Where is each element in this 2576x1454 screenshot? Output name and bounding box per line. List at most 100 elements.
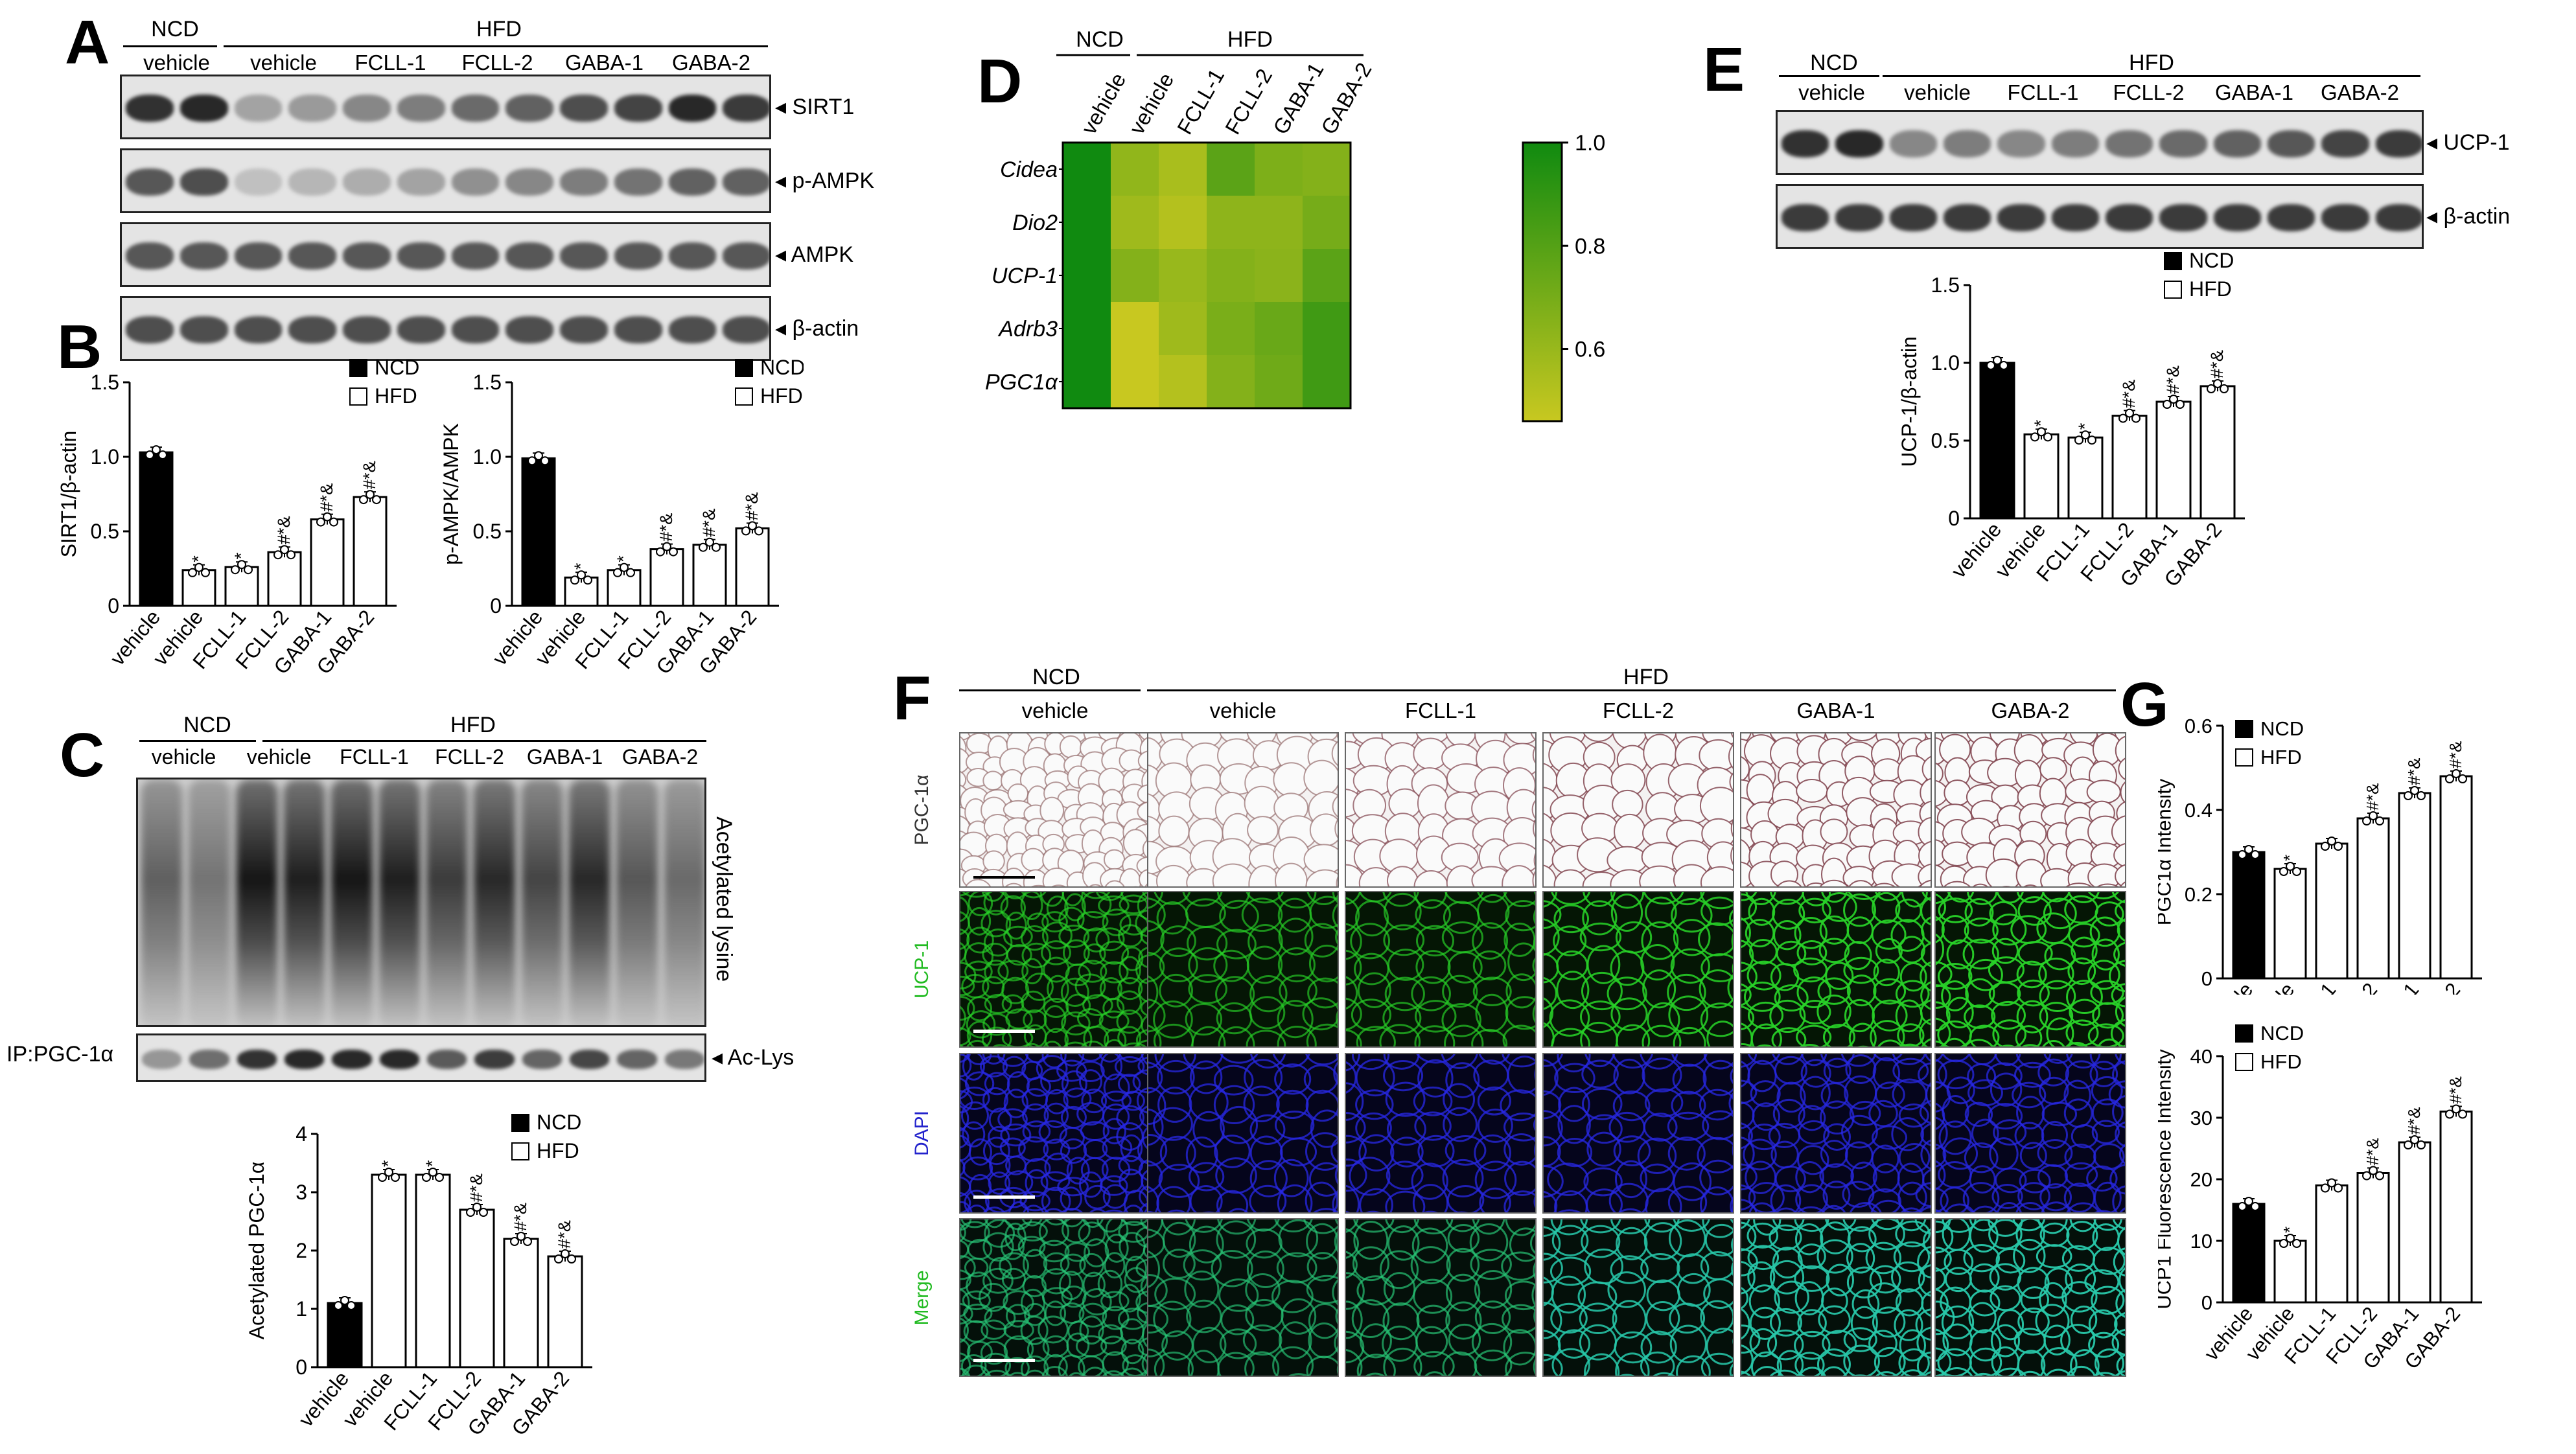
adipocyte-outline xyxy=(1730,1068,1733,1085)
adipocyte-outline xyxy=(1800,1059,1831,1088)
adipocyte-outline xyxy=(2017,1182,2050,1210)
adipocyte-outline xyxy=(1081,892,1112,919)
adipocyte-outline xyxy=(1383,1059,1424,1092)
adipocyte-outline xyxy=(2118,757,2125,780)
adipocyte-outline xyxy=(1891,1117,1924,1151)
legend-swatch-hfd xyxy=(2164,281,2182,299)
adipocyte-outline xyxy=(1505,996,1535,1030)
adipocyte-outline xyxy=(1642,969,1677,1009)
data-point xyxy=(2417,791,2426,800)
adipocyte-outline xyxy=(1614,1160,1647,1199)
cell-outline-layer xyxy=(1544,1054,1733,1212)
significance-mark: * xyxy=(231,552,251,559)
histology-image xyxy=(1934,732,2126,888)
adipocyte-outline xyxy=(1278,1219,1319,1258)
adipocyte-outline xyxy=(1898,1142,1931,1173)
adipocyte-outline xyxy=(1060,1253,1086,1276)
adipocyte-outline xyxy=(1148,1160,1163,1193)
adipocyte-outline xyxy=(1003,1320,1034,1341)
blot-band xyxy=(1835,204,1883,231)
adipocyte-outline xyxy=(1875,1081,1905,1108)
significance-mark: #*& xyxy=(741,492,761,521)
adipocyte-outline xyxy=(1816,994,1851,1029)
heatmap-cell xyxy=(1159,249,1207,303)
blot-band xyxy=(2321,130,2369,157)
adipocyte-outline xyxy=(1544,1054,1564,1067)
adipocyte-outline xyxy=(1637,1137,1677,1174)
adipocyte-outline xyxy=(2016,960,2047,989)
adipocyte-outline xyxy=(1001,1028,1034,1046)
adipocyte-outline xyxy=(1581,971,1623,1011)
adipocyte-outline xyxy=(1076,910,1109,932)
data-point xyxy=(280,545,289,555)
data-point xyxy=(2213,379,2222,388)
lane-label: GABA-2 xyxy=(671,51,751,75)
legend-swatch-hfd xyxy=(349,387,367,406)
adipocyte-outline xyxy=(1532,1004,1535,1024)
adipocyte-outline xyxy=(1041,911,1068,933)
adipocyte-outline xyxy=(1043,1138,1071,1160)
legend-swatch-ncd xyxy=(2164,252,2182,270)
adipocyte-outline xyxy=(1797,1309,1827,1337)
data-point xyxy=(2445,774,2454,783)
adipocyte-outline xyxy=(1505,900,1535,932)
adipocyte-outline xyxy=(1873,978,1907,1005)
adipocyte-outline xyxy=(1944,1203,1975,1212)
adipocyte-outline xyxy=(1148,1061,1163,1094)
heatmap-cell xyxy=(1207,143,1255,196)
adipocyte-outline xyxy=(1502,1054,1535,1068)
adipocyte-outline xyxy=(1700,1186,1733,1212)
adipocyte-outline xyxy=(1936,1187,1949,1212)
adipocyte-outline xyxy=(1217,1352,1255,1376)
adipocyte-outline xyxy=(1615,1352,1650,1376)
adipocyte-outline xyxy=(1192,1326,1227,1363)
heatmap-thermogenic-genes: NCD HFDvehiclevehicleFCLL-1FCLL-2GABA-1GA… xyxy=(985,27,1605,422)
adipocyte-outline xyxy=(1612,1090,1651,1122)
adipocyte-outline xyxy=(1769,1369,1800,1376)
adipocyte-outline xyxy=(1669,892,1705,906)
bar xyxy=(649,548,684,607)
data-point xyxy=(510,1237,519,1246)
bar xyxy=(2398,1141,2431,1304)
adipocyte-outline xyxy=(1156,1186,1191,1212)
adipocyte-outline xyxy=(2091,938,2120,971)
adipocyte-outline xyxy=(1991,1000,2026,1030)
adipocyte-outline xyxy=(1309,895,1338,929)
adipocyte-outline xyxy=(1531,1284,1535,1307)
significance-mark: #*& xyxy=(656,513,676,542)
adipocyte-outline xyxy=(2089,916,2120,947)
adipocyte-outline xyxy=(1359,1323,1392,1359)
data-point xyxy=(466,1208,475,1217)
adipocyte-outline xyxy=(1730,1197,1733,1212)
adipocyte-outline xyxy=(1796,779,1828,803)
scale-bar xyxy=(973,1359,1035,1362)
data-point xyxy=(2458,774,2467,783)
adipocyte-outline xyxy=(1006,1071,1030,1098)
adipocyte-outline xyxy=(2091,1286,2125,1315)
significance-mark: #*& xyxy=(2363,1138,2382,1166)
blot-strip xyxy=(1776,110,2424,175)
adipocyte-outline xyxy=(1472,922,1509,960)
data-point xyxy=(2244,845,2253,854)
adipocyte-outline xyxy=(1840,1054,1877,1067)
blot-band xyxy=(560,95,608,122)
blot-band xyxy=(505,242,553,270)
adipocyte-outline xyxy=(1874,1054,1903,1062)
ncd-line-c xyxy=(139,740,256,742)
adipocyte-outline xyxy=(2093,1247,2125,1275)
adipocyte-outline xyxy=(1544,1059,1559,1096)
heatmap-row-label: Adrb3 xyxy=(997,317,1058,341)
adipocyte-outline xyxy=(2042,1039,2065,1046)
adipocyte-outline xyxy=(1082,1219,1104,1229)
adipocyte-outline xyxy=(1117,1308,1148,1330)
adipocyte-outline xyxy=(1148,897,1166,932)
adipocyte-outline xyxy=(984,1369,1010,1376)
adipocyte-outline xyxy=(1501,1251,1535,1281)
adipocyte-outline xyxy=(1272,1054,1310,1068)
ncd-header: NCD xyxy=(151,17,199,41)
adipocyte-outline xyxy=(1868,1188,1902,1212)
adipocyte-outline xyxy=(1249,1114,1286,1145)
adipocyte-outline xyxy=(1798,1367,1826,1376)
adipocyte-outline xyxy=(984,1072,1010,1096)
adipocyte-outline xyxy=(1532,746,1535,764)
